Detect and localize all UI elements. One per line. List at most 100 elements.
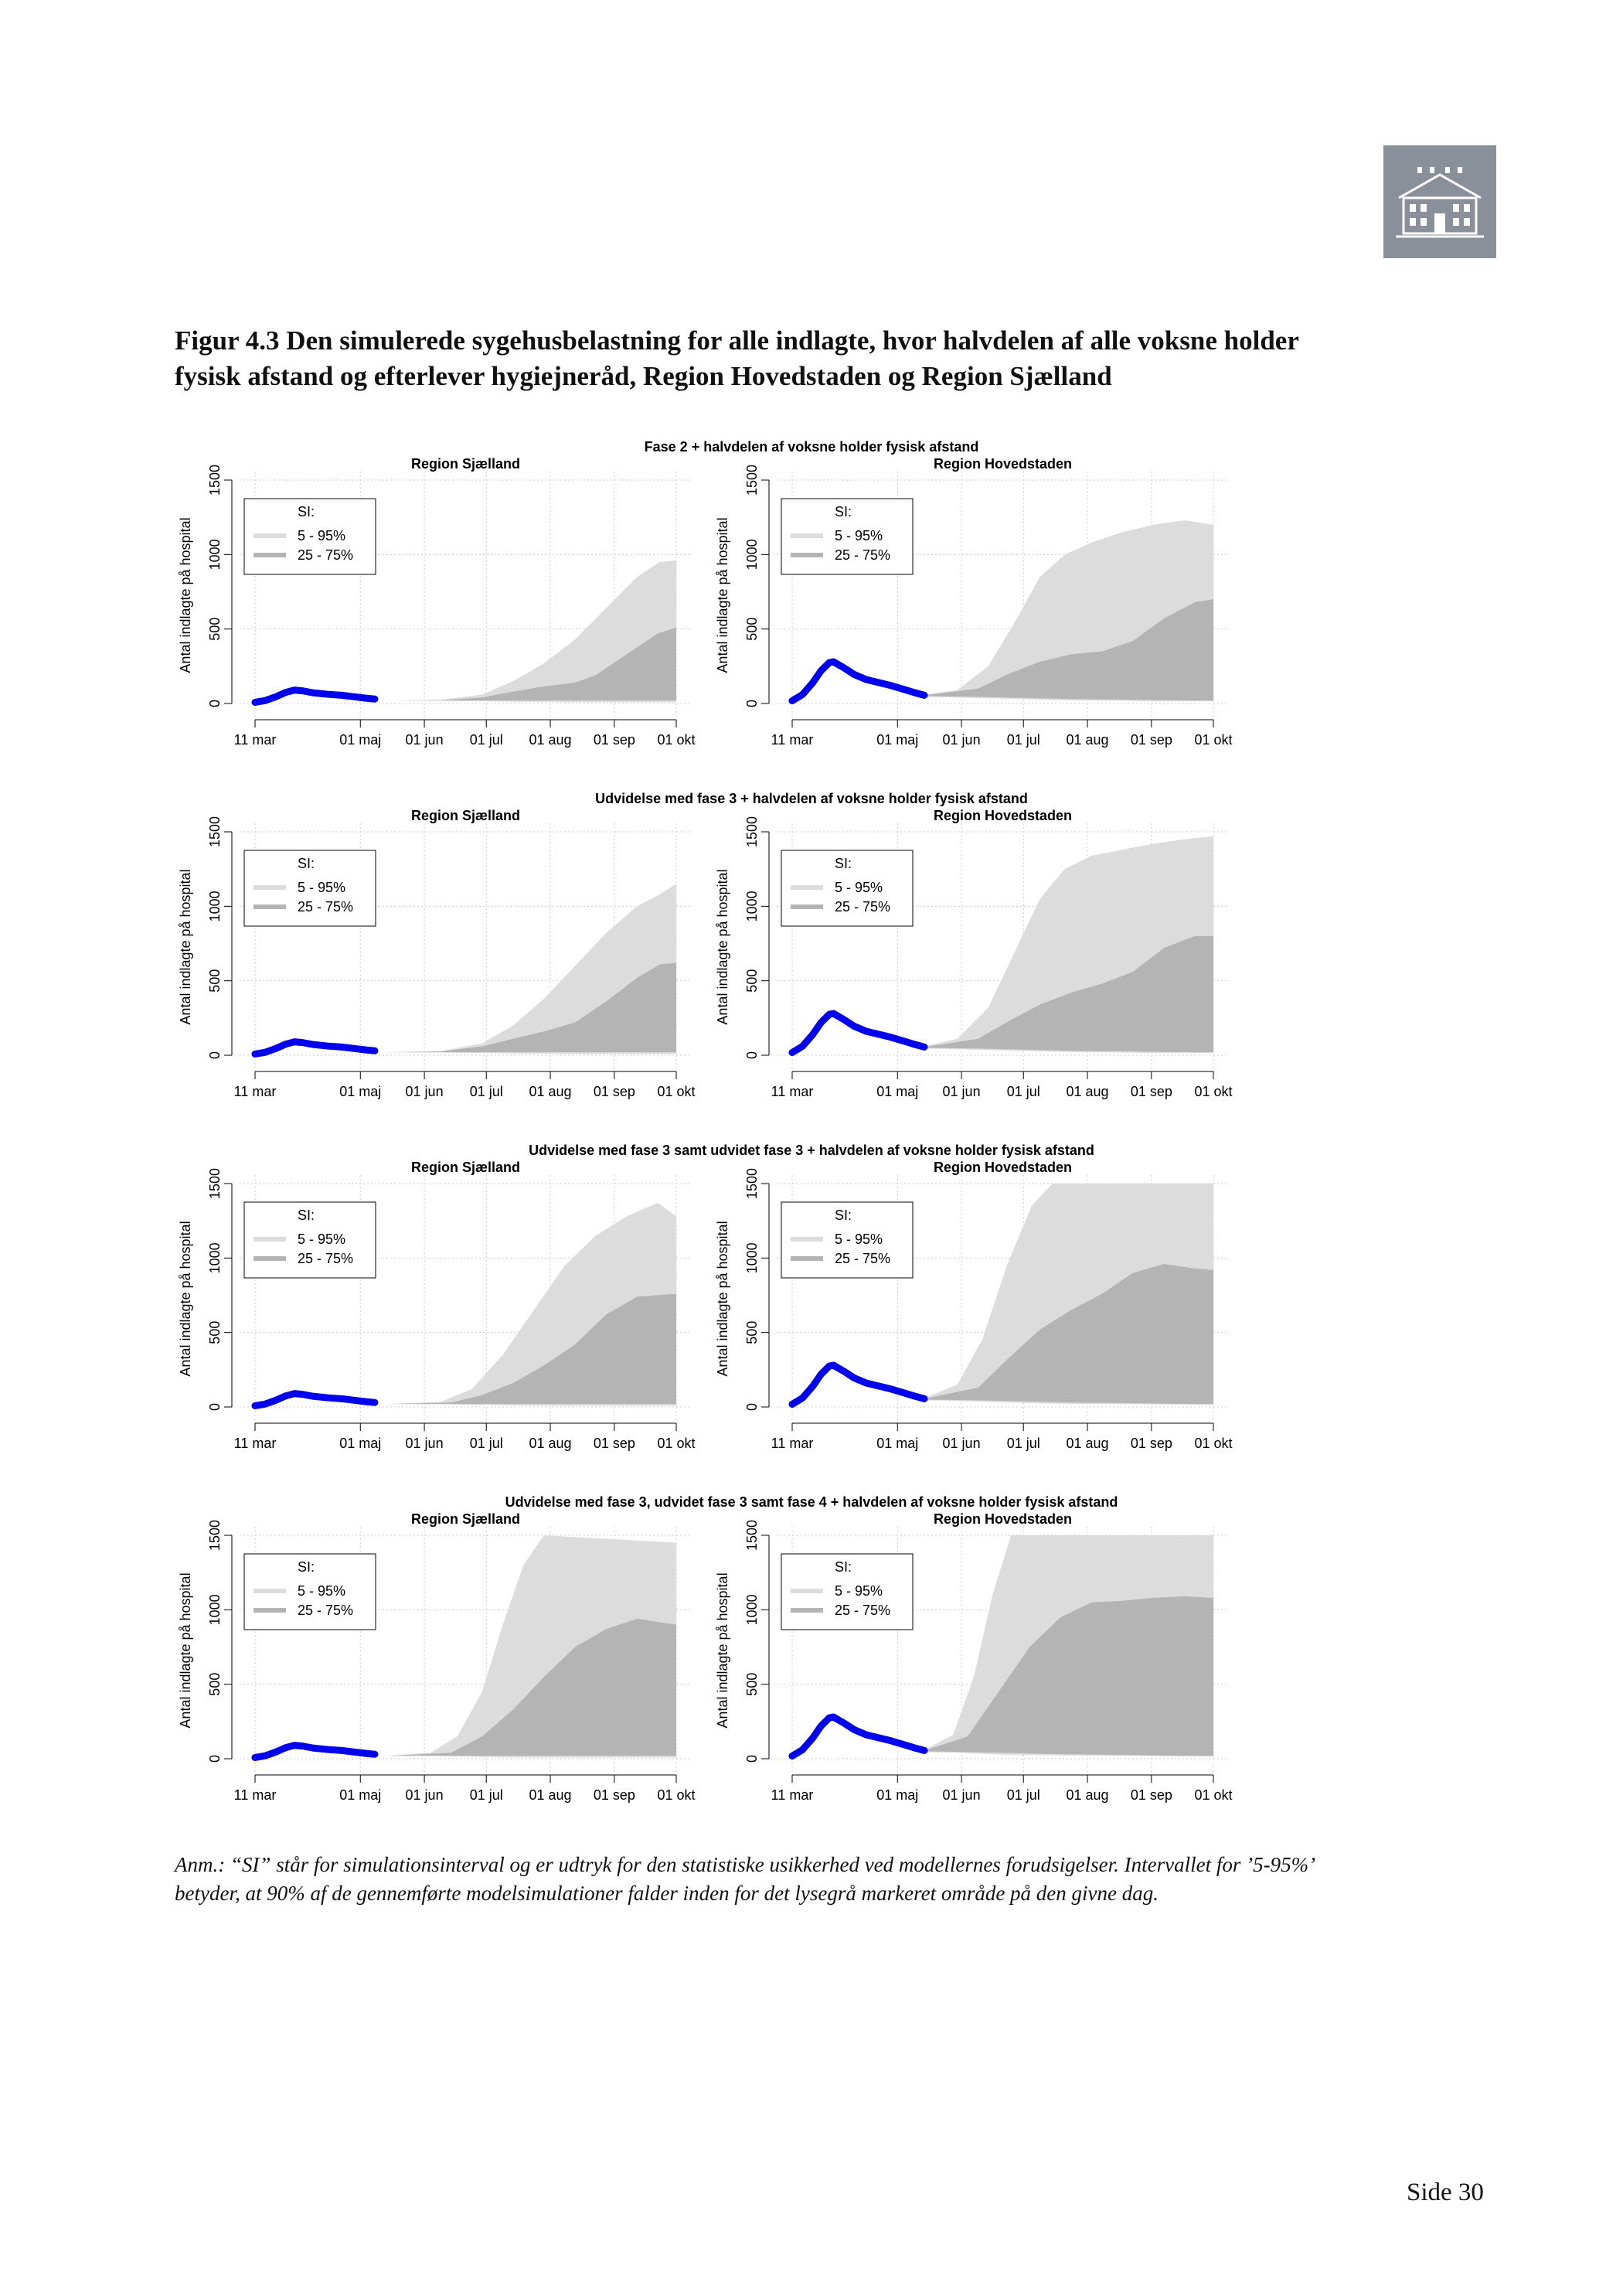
band-25-75	[924, 1264, 1213, 1405]
legend-item: 5 - 95%	[298, 880, 345, 895]
x-tick-label: 01 okt	[1194, 1787, 1232, 1803]
panel-hovedstaden: Region Hovedstaden 0 500 1000 1500 Antal indl…	[715, 1160, 1233, 1451]
x-tick-label: 01 jun	[943, 1787, 981, 1803]
observed-line	[788, 1010, 928, 1057]
band-5-95	[386, 560, 676, 703]
y-axis-label: Antal indlagte på hospital	[715, 517, 730, 673]
building-icon	[1396, 167, 1484, 238]
x-tick-label: 01 jul	[470, 1436, 503, 1451]
y-tick-label: 1000	[207, 891, 223, 921]
x-tick-label: 01 sep	[1131, 1436, 1172, 1451]
legend: SI: 5 - 95% 25 - 75%	[243, 498, 376, 575]
x-tick-label: 01 jun	[943, 1084, 981, 1099]
y-axis-label: Antal indlagte på hospital	[178, 1221, 193, 1376]
legend-title: SI:	[298, 504, 315, 519]
y-tick-label: 1000	[744, 1594, 760, 1625]
y-tick-label: 1500	[207, 816, 223, 847]
legend-item: 25 - 75%	[298, 899, 353, 915]
x-tick-label: 01 jul	[1007, 1787, 1040, 1803]
observed-line	[788, 1361, 928, 1409]
figure-note: Anm.: “SI” står for simulationsinterval …	[175, 1853, 1314, 1905]
y-tick-label: 0	[207, 1051, 223, 1059]
observed-line	[251, 1038, 379, 1058]
legend-item: 5 - 95%	[298, 1231, 345, 1247]
legend: SI: 5 - 95% 25 - 75%	[781, 498, 914, 575]
x-tick-label: 01 aug	[529, 1084, 572, 1099]
y-tick-label: 1000	[744, 539, 760, 570]
scenario-title: Udvidelse med fase 3 samt udvidet fase 3…	[529, 1143, 1094, 1158]
x-tick-label: 11 mar	[771, 1787, 814, 1803]
x-tick-label: 01 okt	[657, 1084, 695, 1099]
legend-item: 5 - 95%	[835, 528, 883, 543]
x-tick-label: 01 aug	[529, 732, 572, 748]
figure-title: Figur 4.3 Den simulerede sygehusbelastni…	[175, 325, 1299, 391]
x-tick-label: 01 jun	[406, 1436, 444, 1451]
y-axis-label: Antal indlagte på hospital	[178, 1572, 193, 1728]
y-tick-label: 0	[207, 700, 223, 707]
panel-hovedstaden: Region Hovedstaden 0 500 1000 1500 Antal indl…	[715, 1511, 1233, 1803]
y-tick-label: 1000	[744, 891, 760, 921]
legend: SI: 5 - 95% 25 - 75%	[243, 1553, 376, 1630]
y-axis-label: Antal indlagte på hospital	[715, 1572, 730, 1728]
x-tick-label: 01 maj	[339, 1436, 381, 1451]
panel-sjaelland: Region Sjælland 0 500 1000 1500 Antal indlagt…	[178, 808, 696, 1099]
y-axis-label: Antal indlagte på hospital	[715, 869, 730, 1024]
legend-item: 5 - 95%	[835, 1583, 883, 1599]
x-tick-label: 01 sep	[1131, 732, 1172, 748]
x-tick-label: 01 sep	[1131, 1084, 1172, 1099]
legend-title: SI:	[298, 1208, 315, 1223]
panel-title: Region Sjælland	[411, 456, 520, 472]
legend-item: 25 - 75%	[298, 1251, 353, 1266]
y-tick-label: 1500	[207, 1520, 223, 1551]
y-tick-label: 500	[207, 1673, 223, 1696]
legend: SI: 5 - 95% 25 - 75%	[243, 1201, 376, 1279]
x-tick-label: 01 sep	[594, 1084, 635, 1099]
x-tick-label: 01 maj	[339, 1084, 381, 1099]
y-axis-label: Antal indlagte på hospital	[178, 869, 193, 1024]
legend-title: SI:	[835, 1559, 852, 1575]
x-tick-label: 01 sep	[594, 732, 635, 748]
x-tick-label: 01 okt	[1194, 1084, 1232, 1099]
x-tick-label: 01 okt	[1194, 1436, 1232, 1451]
band-25-75	[924, 599, 1213, 701]
x-tick-label: 01 aug	[529, 1436, 572, 1451]
legend-title: SI:	[835, 856, 852, 871]
legend: SI: 5 - 95% 25 - 75%	[243, 850, 376, 927]
x-tick-label: 01 maj	[876, 1787, 918, 1803]
x-tick-label: 01 jun	[943, 1436, 981, 1451]
panel-title: Region Sjælland	[411, 1511, 520, 1527]
page-number: Side 30	[1407, 2178, 1484, 2206]
legend-item: 5 - 95%	[298, 1583, 345, 1599]
y-tick-label: 1500	[744, 1168, 760, 1199]
legend-title: SI:	[298, 856, 315, 871]
x-tick-label: 01 jul	[470, 732, 503, 748]
legend-title: SI:	[298, 1559, 315, 1575]
band-25-75	[386, 627, 676, 701]
x-tick-label: 01 aug	[1067, 1436, 1109, 1451]
panel-title: Region Sjælland	[411, 808, 520, 823]
legend-item: 5 - 95%	[835, 1231, 883, 1247]
legend-title: SI:	[835, 1208, 852, 1223]
panel-hovedstaden: Region Hovedstaden 0 500 1000 1500 Antal indl…	[715, 808, 1233, 1099]
scenario-title: Udvidelse med fase 3 + halvdelen af voks…	[595, 791, 1028, 806]
y-tick-label: 1000	[207, 1242, 223, 1273]
scenario-title: Fase 2 + halvdelen af voksne holder fysi…	[645, 439, 979, 455]
x-tick-label: 01 aug	[1067, 1084, 1109, 1099]
x-tick-label: 01 jun	[943, 732, 981, 748]
panel-sjaelland: Region Sjælland 0 500 1000 1500 Antal indlagt…	[178, 456, 696, 748]
x-tick-label: 11 mar	[234, 1084, 277, 1099]
y-tick-label: 0	[744, 700, 760, 707]
x-tick-label: 11 mar	[771, 732, 814, 748]
y-tick-label: 1000	[207, 539, 223, 570]
x-tick-label: 01 jul	[1007, 1084, 1040, 1099]
y-tick-label: 1500	[744, 1520, 760, 1551]
x-tick-label: 01 maj	[876, 1084, 918, 1099]
y-axis-label: Antal indlagte på hospital	[178, 517, 193, 673]
band-25-75	[386, 1293, 676, 1405]
y-tick-label: 0	[744, 1403, 760, 1411]
y-tick-label: 0	[207, 1755, 223, 1763]
x-tick-label: 01 okt	[657, 1436, 695, 1451]
y-tick-label: 500	[207, 618, 223, 641]
y-tick-label: 500	[744, 1673, 760, 1696]
y-tick-label: 500	[207, 969, 223, 993]
